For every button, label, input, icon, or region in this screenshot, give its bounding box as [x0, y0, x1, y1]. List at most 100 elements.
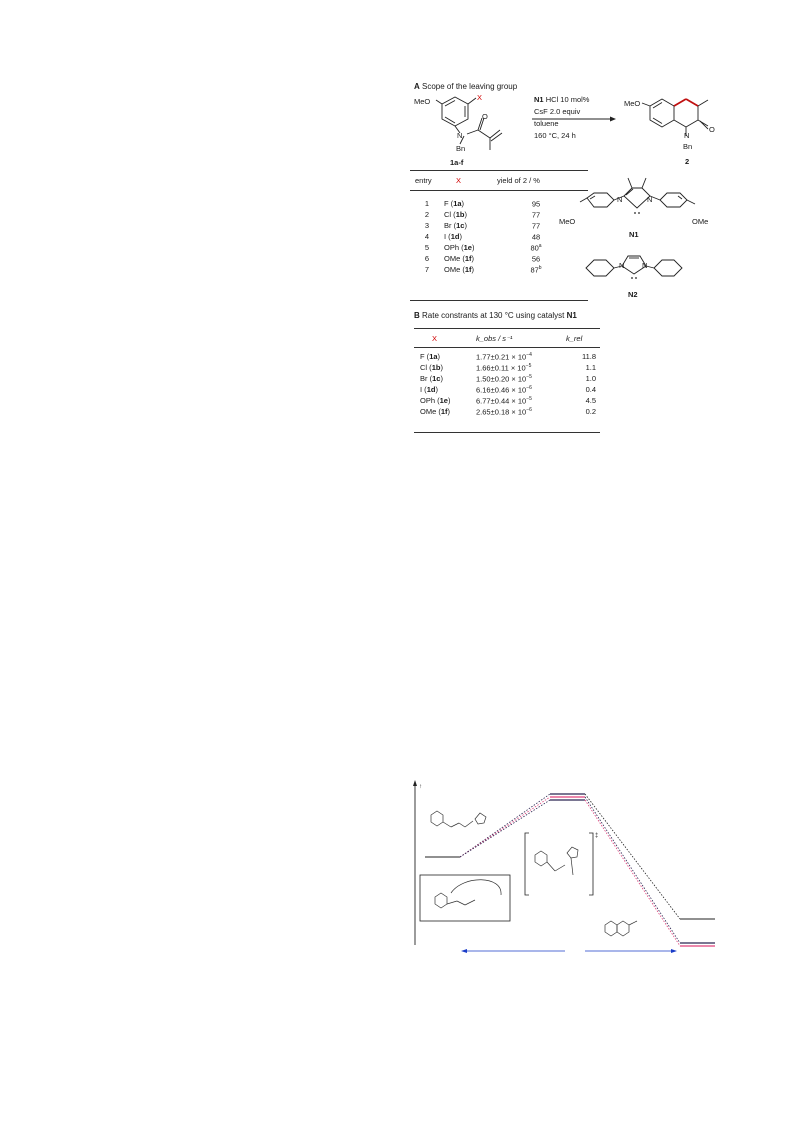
- cell-entry: 5: [424, 243, 430, 252]
- cell-kobs: 1.50±0.20 × 10−5: [476, 373, 532, 384]
- table-a-header-x: X: [456, 176, 462, 185]
- cell-krel: 0.4: [585, 385, 596, 394]
- substrate-structure: [435, 96, 503, 150]
- cell-krel: 0.2: [585, 407, 596, 416]
- cell-entry: 6: [424, 254, 430, 263]
- product-o: O: [709, 125, 715, 134]
- cell-x: F (1a): [420, 352, 441, 361]
- cell-x: Br (1c): [444, 221, 467, 230]
- cell-kobs: 2.65±0.18 × 10−6: [476, 406, 532, 417]
- table-b-header-kobs: k_obs / s⁻¹: [476, 334, 513, 343]
- cell-yield: 95: [531, 199, 541, 209]
- table-a-row: 7 OMe (1f) 87b: [410, 264, 566, 275]
- ts-bracket: [524, 832, 594, 896]
- table-b-top-rule: [414, 328, 600, 329]
- cell-x: Cl (1b): [444, 210, 467, 219]
- cell-kobs: 6.77±0.44 × 10−5: [476, 395, 532, 406]
- cell-entry: 1: [424, 199, 430, 208]
- cell-x: OPh (1e): [444, 243, 475, 252]
- cell-entry: 2: [424, 210, 430, 219]
- n1-n-right: N: [647, 195, 653, 204]
- cell-x: F (1a): [444, 199, 465, 208]
- cell-x: OPh (1e): [420, 396, 451, 405]
- substrate-label: 1a-f: [450, 158, 464, 167]
- catalyst-n2-structure: [585, 255, 683, 279]
- table-a-header-entry: entry: [415, 176, 432, 185]
- cell-kobs: 1.66±0.11 × 10−5: [476, 362, 532, 373]
- product-n: N: [684, 131, 690, 140]
- cell-entry: 7: [424, 265, 430, 274]
- section-b-title: B Rate constrants at 130 °C using cataly…: [414, 311, 577, 320]
- reaction-arrow: [532, 116, 616, 122]
- cell-yield: 56: [531, 254, 541, 264]
- substrate-x: X: [477, 93, 483, 102]
- table-a-body: 1 F (1a) 95 2 Cl (1b) 77 3 Br (1c) 77 4 I (1d) 48 5 O…: [410, 198, 566, 275]
- table-b-header-rule: [414, 347, 600, 348]
- table-a-row: 4 I (1d) 48: [410, 231, 566, 242]
- section-a-title: A Scope of the leaving group: [414, 82, 518, 91]
- start-molecule-sketch: [430, 810, 487, 828]
- product-molecule-sketch: [604, 920, 638, 937]
- table-b-row: Br (1c) 1.50±0.20 × 10−5 1.0: [420, 373, 596, 384]
- product-label: 2: [685, 157, 690, 166]
- condition-catalyst: N1 HCl 10 mol%: [534, 95, 590, 104]
- cell-yield: 77: [531, 210, 541, 220]
- condition-base: CsF 2.0 equiv: [534, 107, 581, 116]
- table-a-row: 6 OMe (1f) 56: [410, 253, 566, 264]
- table-b-row: I (1d) 6.16±0.46 × 10−6 0.4: [420, 384, 596, 395]
- n1-ome: OMe: [692, 217, 709, 226]
- cell-x: OMe (1f): [444, 254, 475, 263]
- table-a-row: 5 OPh (1e) 80a: [410, 242, 566, 253]
- cell-x: Cl (1b): [420, 363, 443, 372]
- table-a-header-yield: yield of 2 / %: [497, 176, 540, 185]
- cell-kobs: 6.16±0.46 × 10−6: [476, 384, 532, 395]
- substrate-n: N: [457, 131, 463, 140]
- condition-solvent: toluene: [534, 119, 559, 128]
- table-b-header-krel: k_rel: [566, 334, 583, 343]
- cell-yield: 87b: [530, 264, 542, 275]
- cell-krel: 11.8: [581, 352, 596, 361]
- ts-molecule-sketch: [534, 846, 579, 876]
- cell-yield: 80a: [530, 242, 542, 253]
- table-b-body: F (1a) 1.77±0.21 × 10−4 11.8 Cl (1b) 1.66±0.…: [420, 351, 596, 417]
- table-b-row: F (1a) 1.77±0.21 × 10−4 11.8: [420, 351, 596, 362]
- table-b-bottom-rule: [414, 432, 600, 433]
- table-a-top-rule: [410, 170, 588, 171]
- table-a-row: 2 Cl (1b) 77: [410, 209, 566, 220]
- n2-label: N2: [628, 290, 638, 299]
- table-b-row: OPh (1e) 6.77±0.44 × 10−5 4.5: [420, 395, 596, 406]
- cell-entry: 4: [424, 232, 430, 241]
- table-b-row: OMe (1f) 2.65±0.18 × 10−6 0.2: [420, 406, 596, 417]
- cell-x: I (1d): [444, 232, 462, 241]
- inset-molecule-sketch: [434, 879, 502, 909]
- cell-x: I (1d): [420, 385, 438, 394]
- condition-temp: 160 °C, 24 h: [534, 131, 576, 140]
- n2-n-left: N: [619, 261, 625, 270]
- cell-krel: 1.0: [585, 374, 596, 383]
- table-a-header-rule: [410, 190, 588, 191]
- ts-dagger: ‡: [595, 833, 598, 839]
- product-bn: Bn: [683, 142, 693, 151]
- substrate-o: O: [482, 112, 488, 121]
- substrate-meo: MeO: [414, 97, 431, 106]
- catalyst-n1-structure: [579, 177, 696, 214]
- cell-krel: 4.5: [585, 396, 596, 405]
- table-a-row: 1 F (1a) 95: [410, 198, 566, 209]
- cell-x: OMe (1f): [420, 407, 451, 416]
- cell-krel: 1.1: [585, 363, 596, 372]
- product-meo: MeO: [624, 99, 641, 108]
- energy-axis-label: ↑: [419, 784, 422, 790]
- table-a-row: 3 Br (1c) 77: [410, 220, 566, 231]
- table-b-row: Cl (1b) 1.66±0.11 × 10−5 1.1: [420, 362, 596, 373]
- n1-label: N1: [629, 230, 639, 239]
- cell-kobs: 1.77±0.21 × 10−4: [476, 351, 532, 362]
- n1-n-left: N: [617, 195, 623, 204]
- n1-meo: MeO: [559, 217, 576, 226]
- energy-diagram: ‡ ↑: [413, 780, 715, 953]
- substrate-bn: Bn: [456, 144, 466, 153]
- n2-n-right: N: [642, 261, 648, 270]
- cell-x: Br (1c): [420, 374, 443, 383]
- cell-yield: 77: [531, 221, 541, 231]
- table-a-bottom-rule: [410, 300, 588, 301]
- inset-box: [419, 874, 511, 922]
